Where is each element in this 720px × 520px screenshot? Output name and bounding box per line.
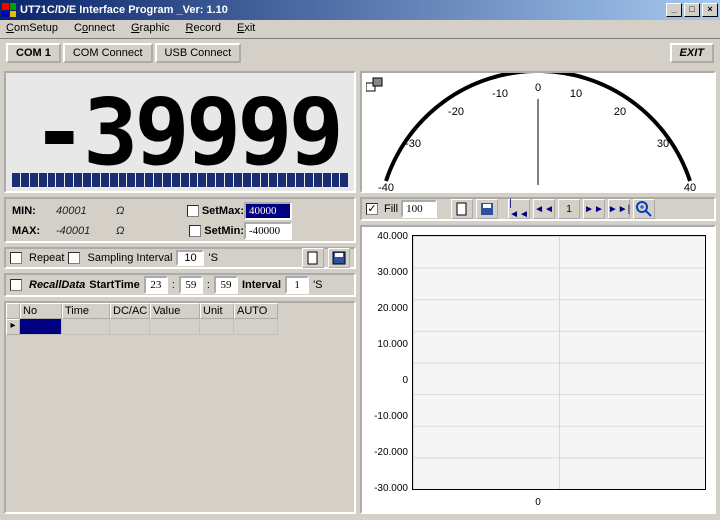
lcd-value: -39999 [6,73,354,186]
last-page-icon[interactable]: ►►| [608,199,630,219]
col-time[interactable]: Time [62,303,110,319]
sampling-checkbox[interactable] [68,252,80,264]
interval-unit: 'S [313,279,322,291]
min-label: MIN: [12,205,56,217]
col-dcac[interactable]: DC/AC [110,303,150,319]
analog-gauge: -40 -30 -20 -10 0 10 20 30 40 [360,71,716,193]
first-page-icon[interactable]: |◄◄ [508,199,530,219]
next-page-icon[interactable]: ►► [583,199,605,219]
fill-label: Fill [384,203,398,215]
usb-connect-button[interactable]: USB Connect [155,43,242,63]
fill-checkbox[interactable]: ✓ [366,203,378,215]
setmin-label: SetMin: [204,225,244,237]
sampling-input[interactable] [176,250,204,266]
toolbar: COM 1 COM Connect USB Connect EXIT [0,39,720,67]
max-value: -40001 [56,225,116,237]
data-grid: No Time DC/AC Value Unit AUTO ▸ [4,301,356,514]
menu-comsetup[interactable]: ComSetup [6,22,58,36]
svg-text:-30: -30 [405,138,421,150]
menu-bar: ComSetup Connect Graphic Record Exit [0,20,720,39]
repeat-label: Repeat [29,252,64,264]
chart-area: 40.00030.00020.00010.0000-10.000-20.000-… [360,225,716,514]
menu-exit[interactable]: Exit [237,22,255,36]
table-row[interactable]: ▸ [6,319,354,335]
new-chart-icon[interactable] [451,199,473,219]
svg-text:-20: -20 [448,106,464,118]
save-chart-icon[interactable] [476,199,498,219]
setmin-input[interactable]: -40000 [244,222,292,240]
starttime-label: StartTime [89,279,140,291]
max-unit: Ω [116,225,136,237]
setmax-checkbox[interactable] [187,205,199,217]
status-icon [366,77,384,93]
svg-text:20: 20 [614,106,626,118]
title-bar: UT71C/D/E Interface Program _Ver: 1.10 _… [0,0,720,20]
sampling-label: Sampling Interval [87,252,172,264]
new-file-icon[interactable] [302,248,324,268]
gauge-ticks: -40 -30 -20 -10 0 10 20 30 40 [378,82,696,191]
min-value: 40001 [56,205,116,217]
col-no[interactable]: No [20,303,62,319]
col-unit[interactable]: Unit [200,303,234,319]
svg-text:0: 0 [535,82,541,94]
minmax-panel: MIN: 40001 Ω SetMax: 40000 MAX: -40001 Ω… [4,197,356,243]
lcd-bargraph [12,173,348,187]
setmin-checkbox[interactable] [189,225,201,237]
prev-page-icon[interactable]: ◄◄ [533,199,555,219]
close-button[interactable]: × [702,3,718,17]
grid-corner [6,303,20,319]
svg-text:-40: -40 [378,182,394,191]
zoom-icon[interactable] [633,199,655,219]
start-hour-input[interactable]: 23 [144,276,168,294]
menu-graphic[interactable]: Graphic [131,22,170,36]
window-title: UT71C/D/E Interface Program _Ver: 1.10 [20,4,228,16]
interval-input[interactable]: 1 [285,276,309,294]
min-unit: Ω [116,205,136,217]
setmax-input[interactable]: 40000 [244,202,292,220]
svg-text:40: 40 [684,182,696,191]
com-connect-button[interactable]: COM Connect [63,43,153,63]
svg-text:10: 10 [570,88,582,100]
sampling-panel: Repeat Sampling Interval 'S [4,247,356,269]
start-min-input[interactable]: 59 [179,276,203,294]
svg-text:-10: -10 [492,88,508,100]
maximize-button[interactable]: □ [684,3,700,17]
recall-checkbox[interactable] [10,279,22,291]
col-auto[interactable]: AUTO [234,303,278,319]
grid-header: No Time DC/AC Value Unit AUTO [6,303,354,319]
setmax-label: SetMax: [202,205,244,217]
fill-input[interactable]: 100 [401,200,437,218]
sampling-unit: 'S [208,252,217,264]
page-number: 1 [558,199,580,219]
save-file-icon[interactable] [328,248,350,268]
repeat-checkbox[interactable] [10,252,22,264]
app-icon [2,3,16,17]
recall-panel: RecallData StartTime 23: 59: 59 Interval… [4,273,356,297]
lcd-display: -39999 [4,71,356,193]
exit-button[interactable]: EXIT [670,43,714,63]
chart-plot [412,235,706,490]
minimize-button[interactable]: _ [666,3,682,17]
menu-record[interactable]: Record [186,22,221,36]
interval-label: Interval [242,279,281,291]
menu-connect[interactable]: Connect [74,22,115,36]
max-label: MAX: [12,225,56,237]
start-sec-input[interactable]: 59 [214,276,238,294]
recall-label: RecallData [29,279,85,291]
row-pointer-icon: ▸ [6,319,20,335]
x-axis-label: 0 [535,497,541,508]
col-value[interactable]: Value [150,303,200,319]
chart-toolbar: ✓ Fill 100 |◄◄ ◄◄ 1 ►► ►►| [360,197,716,221]
com-port-button[interactable]: COM 1 [6,43,61,63]
y-axis-labels: 40.00030.00020.00010.0000-10.000-20.000-… [364,231,408,494]
svg-text:30: 30 [657,138,669,150]
